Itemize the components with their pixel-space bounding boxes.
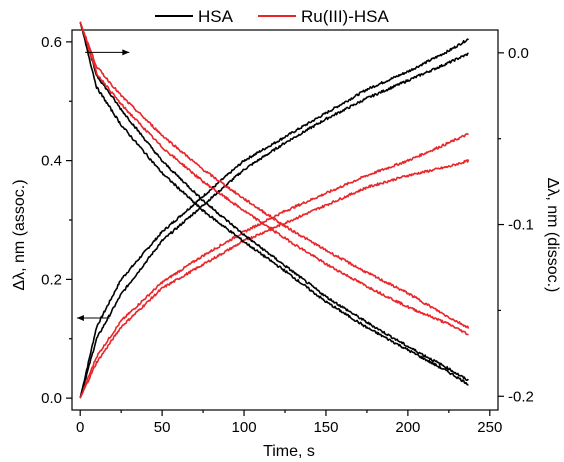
y-right-tick-label: 0.0 [508, 45, 529, 62]
legend: HSA Ru(III)-HSA [155, 7, 390, 26]
legend-label: HSA [198, 7, 234, 26]
x-tick-label: 250 [477, 419, 502, 436]
y-left-tick-label: 0.2 [41, 271, 62, 288]
legend-label: Ru(III)-HSA [301, 7, 390, 26]
series-line-8 [79, 21, 469, 336]
x-axis-label: Time, s [263, 443, 315, 460]
arrow-left-axis-head [76, 314, 84, 321]
y-axis-right-label: Δλ, nm (dissoc.) [544, 178, 561, 293]
y-left-tick-label: 0.0 [41, 390, 62, 407]
series-line-2 [79, 52, 469, 399]
series-line-7 [79, 21, 470, 329]
annotations [76, 49, 130, 321]
series-line-3 [79, 133, 469, 399]
plot-frame [71, 29, 499, 411]
series-line-4 [79, 159, 470, 399]
x-tick-label: 100 [232, 419, 257, 436]
y-axis-left-label: Δλ, nm (assoc.) [11, 179, 28, 290]
x-tick-label: 200 [395, 419, 420, 436]
x-tick-label: 50 [154, 419, 171, 436]
y-left-tick-label: 0.4 [41, 153, 62, 170]
x-tick-label: 150 [313, 419, 338, 436]
x-tick-label: 0 [76, 419, 84, 436]
y-left-tick-label: 0.6 [41, 34, 62, 51]
series-line-5 [79, 21, 469, 386]
axes: 0 50 100 150 200 250 0.0 0.2 0.4 0.6 0.0 -0.1 -0.2 [41, 29, 534, 436]
series-line-1 [79, 38, 470, 399]
y-right-tick-label: -0.2 [508, 388, 534, 405]
series-layer [79, 21, 470, 399]
series-line-6 [79, 21, 469, 382]
arrow-right-axis-head [122, 49, 130, 56]
y-right-tick-label: -0.1 [508, 217, 534, 234]
